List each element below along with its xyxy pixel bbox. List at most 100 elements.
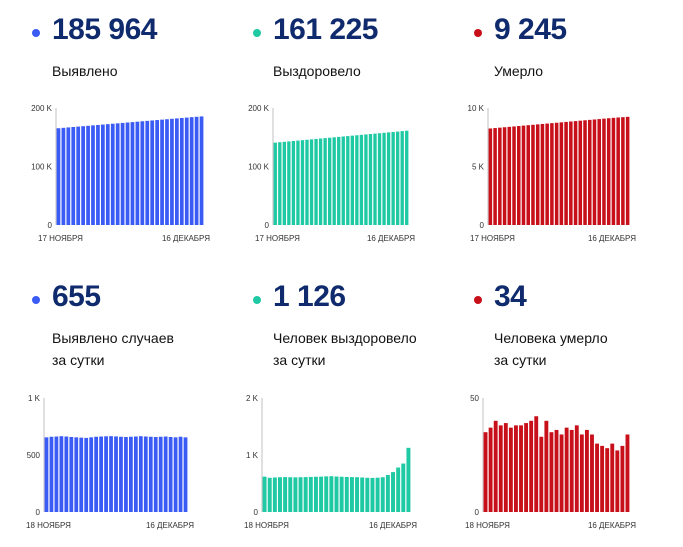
bar	[579, 434, 584, 512]
bar	[569, 429, 574, 512]
x-tick-label-end: 16 ДЕКАБРЯ	[588, 521, 636, 530]
bar	[143, 436, 148, 512]
series-dot-icon	[253, 296, 261, 304]
x-tick-label-start: 18 НОЯБРЯ	[26, 521, 71, 530]
bar	[564, 121, 568, 225]
bar	[288, 477, 293, 512]
bar	[278, 477, 282, 512]
series-dot-icon	[474, 29, 482, 37]
bar	[573, 121, 578, 225]
bar	[373, 133, 377, 225]
bar	[300, 140, 305, 226]
bar	[81, 126, 85, 225]
bar	[158, 436, 163, 512]
daily-cases-label: Выявлено случаев за сутки	[52, 330, 174, 368]
bar	[549, 432, 554, 512]
bar	[355, 477, 360, 512]
bar	[148, 436, 153, 512]
bar	[385, 474, 390, 512]
bar	[49, 436, 54, 512]
bar	[488, 128, 493, 225]
y-tick-label: 200 K	[31, 104, 53, 113]
bar	[283, 477, 288, 512]
bar	[550, 123, 554, 225]
bar	[313, 476, 318, 512]
bar	[298, 477, 303, 512]
bar	[337, 136, 341, 225]
bar	[334, 476, 339, 512]
bar	[529, 420, 534, 512]
bar	[588, 119, 592, 225]
bar	[503, 423, 508, 512]
bar	[291, 140, 296, 225]
bar	[173, 437, 178, 512]
bar	[129, 436, 133, 512]
chart-deaths: 0 5 K 10 K 17 НОЯБРЯ 16 ДЕКАБРЯ	[468, 104, 637, 243]
bar	[109, 436, 113, 512]
bar	[189, 117, 194, 225]
bar	[396, 131, 400, 225]
bar	[99, 436, 103, 512]
panel-deaths: 9 245 Умерло 0 5 K 10 K 17 НОЯБРЯ 16 ДЕКАБРЯ	[458, 0, 678, 270]
bar	[396, 467, 401, 512]
bar	[86, 125, 90, 225]
bar	[89, 437, 94, 512]
chart-daily-cases: 0 500 1 K 18 НОЯБРЯ 16 ДЕКАБРЯ	[26, 394, 194, 530]
bar	[350, 135, 354, 225]
y-tick-label: 0	[254, 508, 259, 517]
bar	[370, 477, 375, 512]
bar	[554, 122, 559, 225]
bar	[519, 425, 523, 512]
bar	[359, 134, 364, 225]
bar	[194, 116, 199, 225]
bar	[535, 124, 540, 225]
bar	[400, 131, 404, 225]
chart-daily-deaths: 0 50 18 НОЯБРЯ 16 ДЕКАБРЯ	[465, 394, 636, 530]
bar	[44, 437, 49, 512]
panel-daily-cases: 655 Выявлено случаев за сутки 0 500 1 K 18 Н…	[16, 272, 236, 542]
bar	[101, 124, 105, 225]
bar	[319, 476, 324, 512]
bar	[155, 120, 159, 225]
bar	[578, 120, 583, 225]
bar	[364, 134, 368, 225]
bar	[606, 118, 611, 225]
bar	[493, 420, 498, 512]
bar	[303, 477, 308, 512]
bar	[524, 423, 529, 512]
daily-recovered-value: 1 126	[273, 280, 346, 313]
bar	[96, 124, 100, 225]
bar	[324, 476, 329, 513]
y-tick-label: 2 K	[246, 394, 259, 403]
y-tick-label: 100 K	[248, 163, 270, 172]
bar	[54, 436, 59, 512]
bar	[183, 437, 188, 512]
bar	[368, 134, 373, 225]
bar	[104, 436, 108, 512]
bar	[175, 118, 179, 225]
bar	[145, 120, 150, 225]
y-tick-label: 500	[27, 451, 41, 460]
bar	[493, 128, 497, 225]
y-tick-label: 50	[470, 394, 479, 403]
chart-total-cases: 0 100 K 200 K 17 НОЯБРЯ 16 ДЕКАБРЯ	[31, 104, 210, 243]
bar	[375, 477, 380, 512]
bar	[488, 427, 493, 512]
bar	[76, 126, 81, 225]
bar	[380, 477, 385, 512]
recovered-value: 161 225	[273, 13, 378, 46]
bar	[534, 416, 539, 512]
bar	[595, 443, 599, 512]
bar	[616, 117, 620, 225]
bar	[584, 429, 589, 512]
bar	[597, 119, 601, 225]
panel-daily-recovered: 1 126 Человек выздоровело за сутки 0 1 K 2 …	[237, 272, 457, 542]
bar	[84, 437, 89, 512]
bar	[153, 436, 158, 512]
bar	[349, 477, 354, 512]
bar	[309, 139, 314, 225]
bar	[71, 127, 76, 225]
bar	[66, 127, 71, 225]
bar	[329, 476, 334, 512]
bar	[59, 436, 64, 512]
